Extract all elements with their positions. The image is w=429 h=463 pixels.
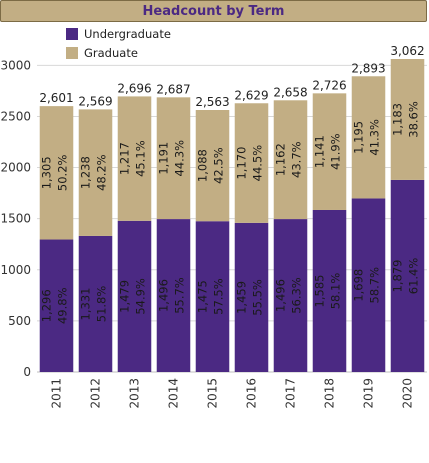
segment-count-undergraduate-2014: 1,496 [157,279,171,312]
segment-count-graduate-2011: 1,305 [40,156,54,189]
segment-count-graduate-2012: 1,238 [79,156,93,189]
bar-undergraduate-2017 [273,219,308,372]
legend-swatch-undergraduate [66,27,78,40]
segment-percent-undergraduate-2016: 55.5% [251,279,265,316]
bar-graduate-2012 [78,109,113,236]
y-tick-label-3000: 3000 [0,58,31,72]
legend-label-undergraduate: Undergraduate [84,26,171,41]
segment-percent-graduate-2018: 41.9% [329,133,343,170]
x-tick-label-2015: 2015 [206,378,220,409]
segment-percent-graduate-2012: 48.2% [95,154,109,191]
segment-count-undergraduate-2020: 1,879 [391,259,405,292]
segment-percent-graduate-2020: 38.6% [407,101,421,138]
bar-graduate-2018 [312,93,347,210]
legend-label-graduate: Graduate [84,45,138,60]
segment-count-undergraduate-2017: 1,496 [274,279,288,312]
chart-title-bar: Headcount by Term [0,0,427,22]
x-tick-label-2017: 2017 [284,378,298,409]
y-tick-label-2500: 2500 [0,109,31,123]
total-label-2018: 2,726 [312,78,346,92]
x-tick-label-2018: 2018 [323,378,337,409]
segment-count-graduate-2018: 1,141 [313,135,327,168]
segment-count-undergraduate-2019: 1,698 [352,269,366,302]
segment-count-graduate-2015: 1,088 [196,149,210,182]
bar-undergraduate-2015 [195,221,230,372]
y-tick-label-500: 500 [8,314,31,328]
segment-percent-undergraduate-2014: 55.7% [173,277,187,314]
bar-undergraduate-2013 [117,220,152,372]
bar-undergraduate-2016 [234,222,269,372]
segment-count-undergraduate-2018: 1,585 [313,275,327,308]
total-label-2011: 2,601 [39,91,73,105]
bar-undergraduate-2018 [312,209,347,372]
legend-swatch-graduate [66,46,78,59]
segment-count-undergraduate-2013: 1,479 [118,280,132,313]
legend-item-graduate: Graduate [66,43,171,62]
segment-percent-undergraduate-2017: 56.3% [290,277,304,314]
segment-count-graduate-2020: 1,183 [391,103,405,136]
bar-undergraduate-2020 [390,179,425,372]
segment-count-graduate-2013: 1,217 [118,142,132,175]
segment-percent-graduate-2019: 41.3% [368,119,382,156]
y-tick-label-1500: 1500 [0,212,31,226]
segment-count-undergraduate-2011: 1,296 [40,289,54,322]
total-label-2014: 2,687 [156,82,190,96]
bar-graduate-2015 [195,110,230,222]
total-label-2020: 3,062 [390,44,424,58]
x-tick-label-2011: 2011 [50,378,64,409]
bar-graduate-2011 [39,106,74,240]
segment-percent-undergraduate-2012: 51.8% [95,286,109,323]
segment-percent-graduate-2016: 44.5% [251,145,265,182]
bar-undergraduate-2019 [351,198,386,372]
x-tick-label-2014: 2014 [167,378,181,409]
y-tick-label-1000: 1000 [0,263,31,277]
y-tick-label-0: 0 [23,365,31,379]
x-tick-label-2013: 2013 [128,378,142,409]
bar-graduate-2020 [390,59,425,180]
total-label-2015: 2,563 [195,95,229,109]
total-label-2012: 2,569 [78,94,112,108]
segment-percent-undergraduate-2011: 49.8% [56,287,70,324]
total-label-2013: 2,696 [117,81,151,95]
segment-count-graduate-2014: 1,191 [157,142,171,175]
segment-percent-graduate-2017: 43.7% [290,141,304,178]
segment-count-undergraduate-2015: 1,475 [196,280,210,313]
total-label-2016: 2,629 [234,88,268,102]
chart-title: Headcount by Term [142,3,285,19]
bar-undergraduate-2014 [156,219,191,372]
bar-undergraduate-2011 [39,239,74,372]
segment-percent-graduate-2014: 44.3% [173,140,187,177]
bar-graduate-2014 [156,97,191,220]
y-tick-label-2000: 2000 [0,161,31,175]
segment-count-graduate-2019: 1,195 [352,121,366,154]
segment-count-undergraduate-2016: 1,459 [235,281,249,314]
bar-undergraduate-2012 [78,235,113,372]
segment-percent-undergraduate-2020: 61.4% [407,258,421,295]
total-label-2019: 2,893 [351,61,385,75]
segment-percent-undergraduate-2015: 57.5% [212,278,226,315]
legend: Undergraduate Graduate [66,24,171,62]
bar-graduate-2019 [351,76,386,199]
x-tick-label-2016: 2016 [245,378,259,409]
segment-count-graduate-2016: 1,170 [235,147,249,180]
legend-item-undergraduate: Undergraduate [66,24,171,43]
segment-percent-undergraduate-2018: 58.1% [329,273,343,310]
segment-count-graduate-2017: 1,162 [274,143,288,176]
segment-count-undergraduate-2012: 1,331 [79,288,93,321]
segment-percent-undergraduate-2013: 54.9% [134,278,148,315]
x-tick-label-2020: 2020 [401,378,415,409]
segment-percent-graduate-2011: 50.2% [56,154,70,191]
segment-percent-graduate-2015: 42.5% [212,147,226,184]
x-tick-label-2012: 2012 [89,378,103,409]
segment-percent-graduate-2013: 45.1% [134,140,148,177]
bar-graduate-2016 [234,103,269,223]
bar-graduate-2013 [117,96,152,221]
x-tick-label-2019: 2019 [362,378,376,409]
segment-percent-undergraduate-2019: 58.7% [368,267,382,304]
total-label-2017: 2,658 [273,85,307,99]
bar-graduate-2017 [273,100,308,220]
